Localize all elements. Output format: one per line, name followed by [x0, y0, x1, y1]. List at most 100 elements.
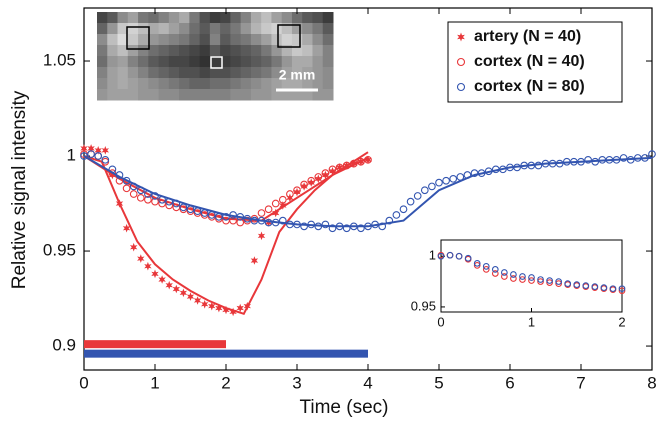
image-pixel — [179, 56, 190, 68]
inset-marker — [618, 287, 626, 295]
circle-marker — [94, 152, 103, 160]
circle-marker — [236, 212, 245, 221]
image-pixel — [127, 67, 139, 79]
circle-marker — [335, 163, 344, 172]
circle-marker — [101, 155, 110, 164]
star-marker — [186, 292, 195, 301]
image-pixel — [312, 67, 324, 79]
image-pixel — [230, 12, 242, 24]
image-pixel — [179, 23, 190, 35]
image-pixel — [117, 34, 129, 46]
legend-label: artery (N = 40) — [474, 28, 581, 45]
circle-marker — [293, 186, 301, 195]
image-pixel — [158, 23, 170, 35]
star-marker — [314, 174, 322, 184]
circle-marker — [385, 216, 394, 225]
image-pixel — [117, 45, 129, 57]
image-pixel — [322, 34, 334, 46]
image-pixel — [271, 23, 283, 35]
image-pixel — [97, 67, 108, 79]
star-marker — [94, 146, 102, 155]
image-pixel — [97, 34, 108, 46]
circle-marker — [349, 159, 358, 168]
circle-marker — [314, 173, 323, 181]
image-pixel — [302, 23, 313, 35]
image-pixel — [168, 23, 180, 35]
circle-marker — [108, 169, 117, 177]
image-pixel — [261, 67, 272, 79]
image-pixel — [230, 67, 242, 79]
image-pixel — [302, 67, 313, 79]
circle-marker — [342, 224, 351, 233]
circle-marker — [293, 220, 301, 229]
star-marker — [350, 159, 358, 168]
inset-marker — [473, 259, 481, 267]
image-pixel — [138, 23, 149, 35]
circle-marker — [591, 157, 600, 166]
circle-marker — [129, 182, 138, 191]
image-pixel — [250, 34, 262, 46]
image-pixel — [168, 78, 180, 90]
image-pixel — [107, 45, 119, 57]
circle-marker — [442, 176, 450, 185]
image-pixel — [220, 12, 231, 24]
circle-marker — [278, 216, 287, 225]
y-axis-label: Relative signal intensity — [9, 90, 30, 289]
y-tick-label: 0.95 — [43, 241, 76, 260]
image-pixel — [117, 56, 129, 68]
star-marker — [343, 161, 351, 170]
image-pixel — [179, 67, 190, 79]
star-marker — [115, 199, 124, 208]
star-marker — [193, 296, 202, 305]
image-pixel — [199, 23, 211, 35]
star-marker — [293, 187, 301, 197]
image-pixel — [302, 45, 313, 57]
circle-marker — [477, 169, 486, 177]
image-pixel — [107, 78, 119, 90]
star-marker — [215, 303, 223, 313]
inset-marker — [464, 254, 472, 262]
circle-marker — [271, 218, 280, 227]
circle-marker — [136, 186, 145, 195]
image-pixel — [312, 12, 324, 24]
circle-marker — [151, 192, 159, 200]
circle-marker — [207, 211, 216, 219]
image-pixel — [281, 12, 293, 24]
circle-marker — [80, 152, 88, 160]
circle-marker — [257, 209, 266, 217]
star-marker — [300, 182, 308, 191]
circle-marker — [648, 150, 656, 158]
circle-marker — [115, 171, 124, 179]
inset-marker — [519, 276, 526, 283]
circle-marker — [534, 161, 543, 170]
image-pixel — [281, 78, 293, 90]
image-pixel — [230, 23, 242, 35]
circle-marker — [271, 199, 280, 208]
image-pixel — [138, 45, 149, 57]
circle-marker — [463, 171, 472, 179]
image-pixel — [117, 23, 129, 35]
circle-marker — [158, 195, 166, 204]
circle-marker — [158, 199, 166, 208]
circle-marker — [484, 167, 493, 176]
circle-marker — [321, 169, 330, 177]
image-pixel — [107, 12, 119, 24]
circle-marker — [406, 197, 415, 206]
image-pixel — [158, 45, 170, 57]
image-pixel — [148, 45, 160, 57]
mri-image: 2 mm — [97, 12, 334, 101]
image-pixel — [240, 12, 252, 24]
image-pixel — [291, 34, 303, 46]
circle-marker — [186, 205, 195, 214]
image-pixel — [220, 89, 231, 101]
image-pixel — [189, 45, 201, 57]
image-pixel — [189, 89, 201, 101]
circle-marker — [399, 205, 408, 214]
image-pixel — [189, 78, 201, 90]
inset-marker — [473, 262, 481, 269]
image-pixel — [117, 78, 129, 90]
circle-marker — [449, 174, 458, 183]
circle-marker — [193, 207, 202, 215]
image-pixel — [158, 12, 170, 24]
circle-marker — [243, 214, 252, 223]
